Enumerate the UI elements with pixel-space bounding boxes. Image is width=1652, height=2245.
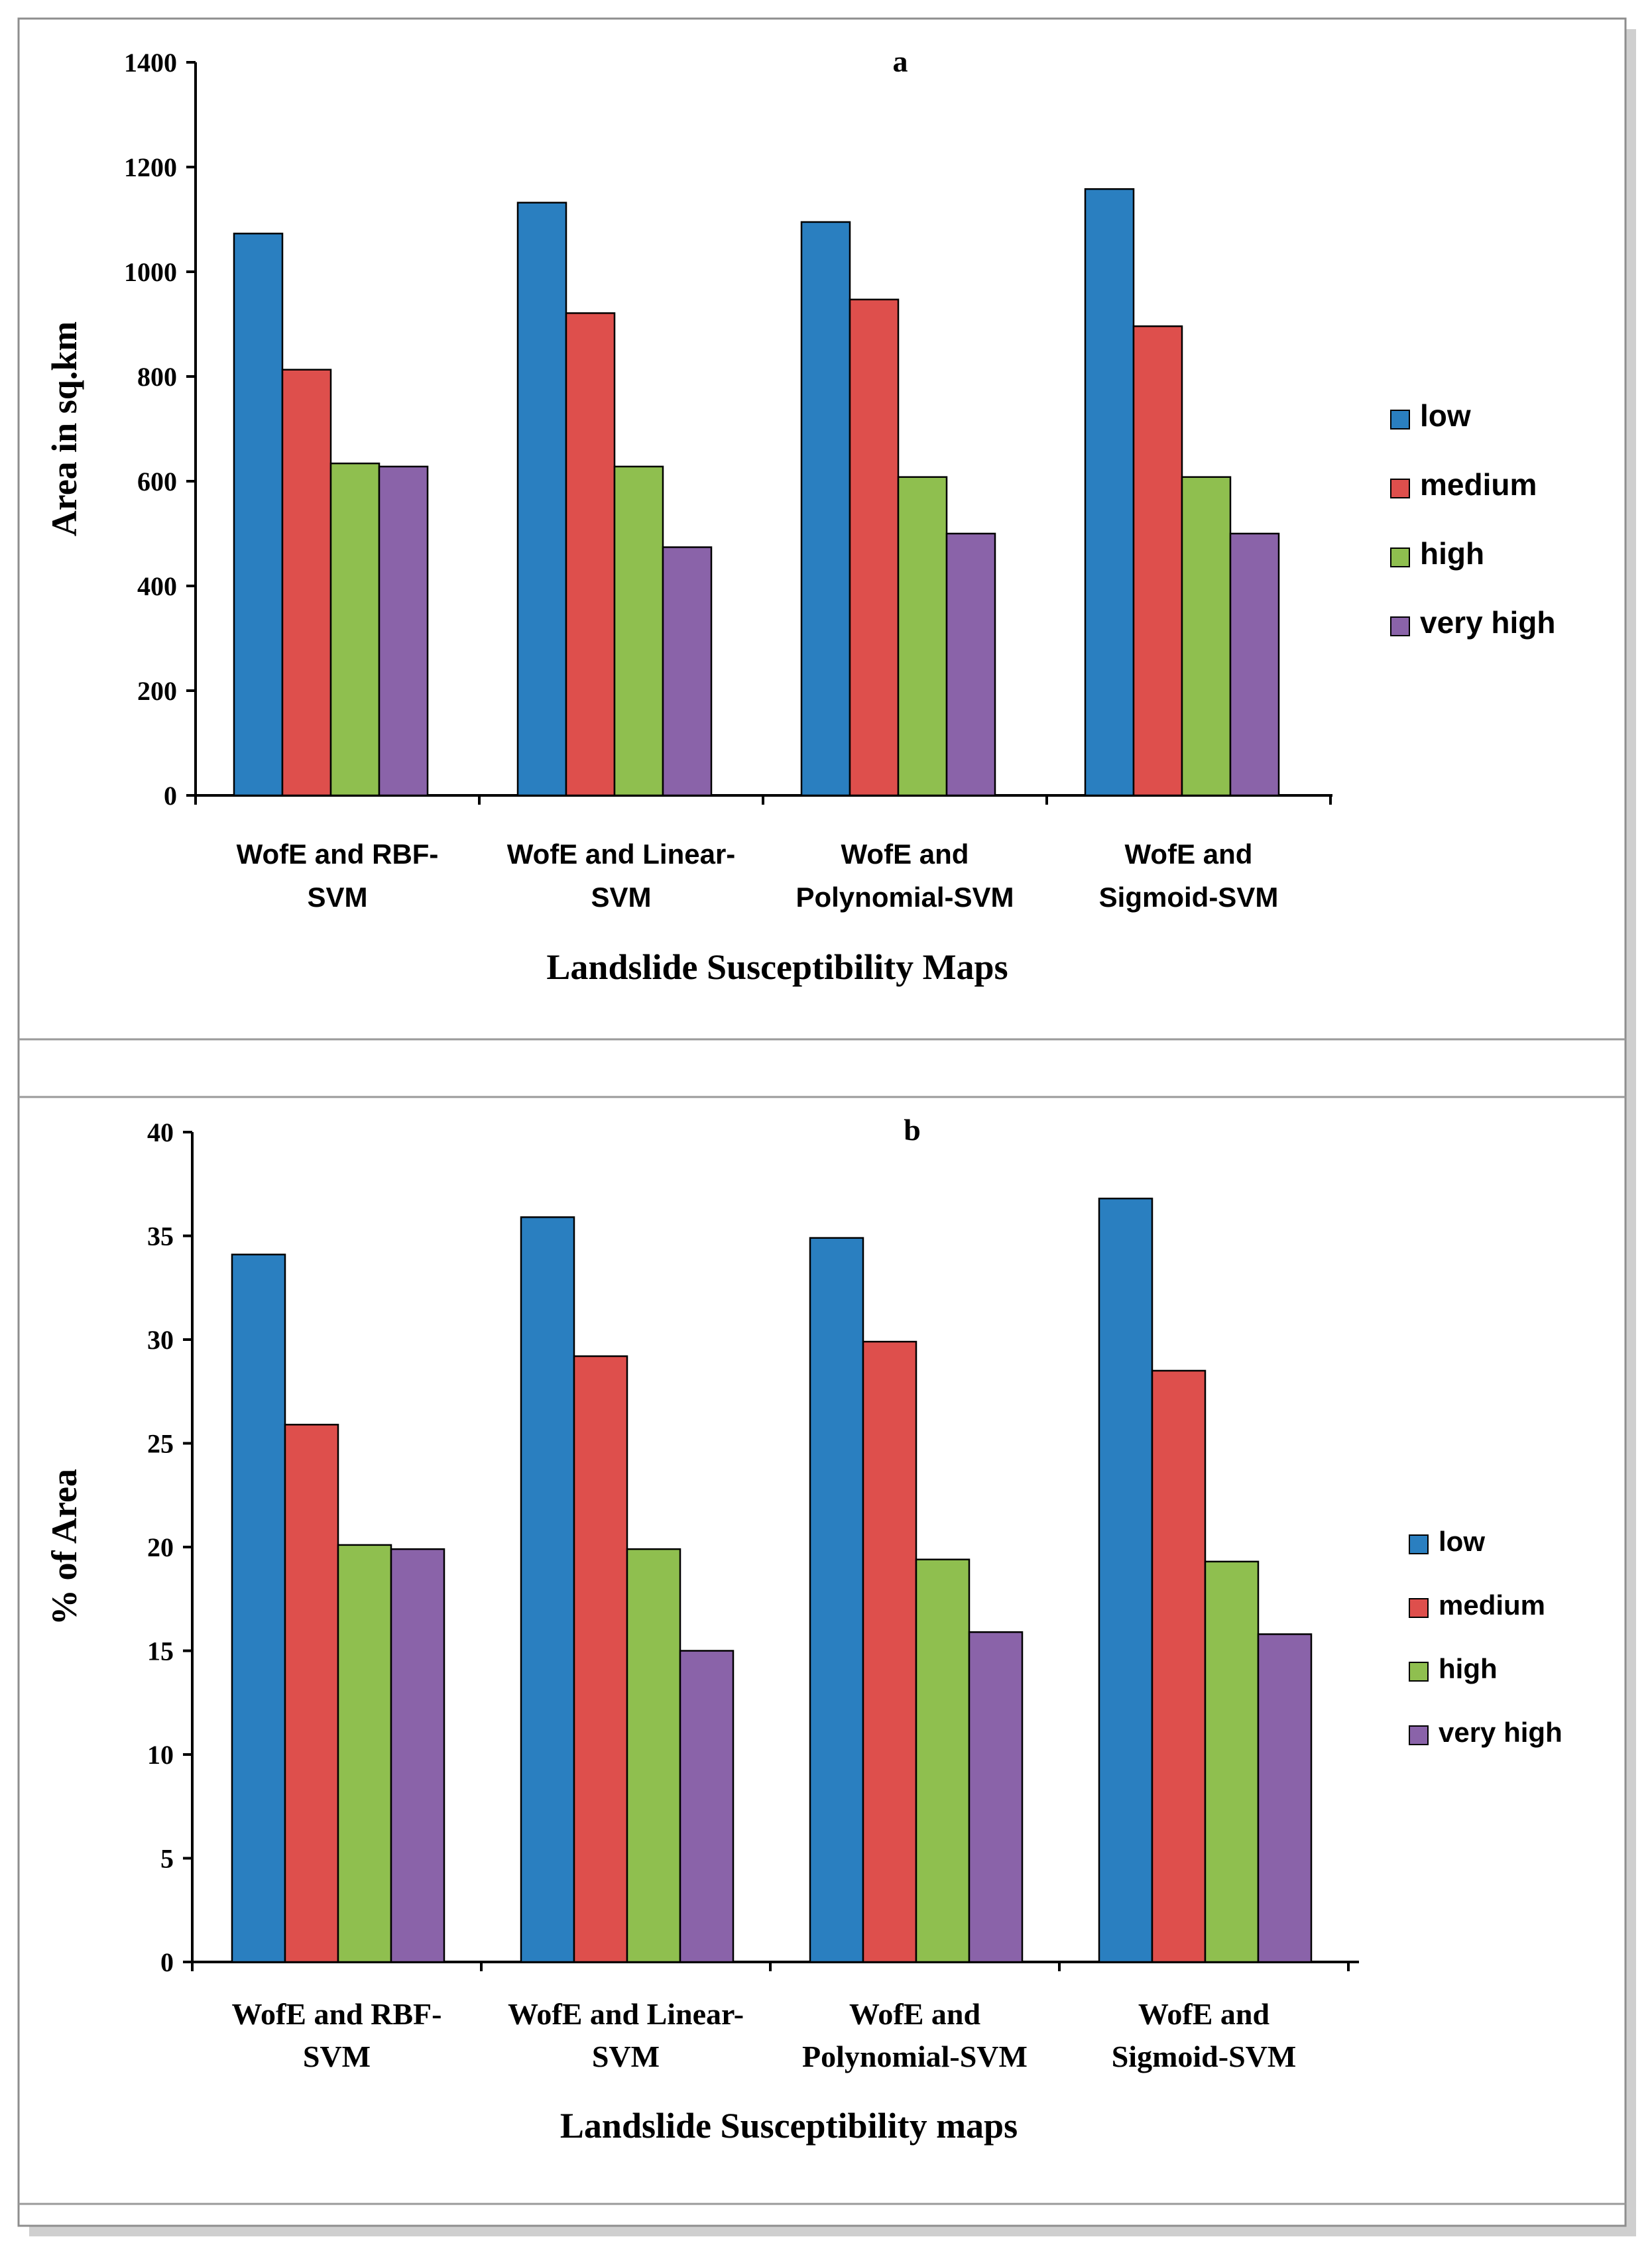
x-category-label: WofE and Linear- [508,1997,744,2031]
x-category-label: Polynomial-SVM [796,882,1014,913]
y-tick-label: 40 [147,1118,174,1147]
x-category-label: SVM [307,882,367,913]
bar-low [809,1237,864,1963]
bar-medium [1132,325,1183,797]
bar-medium [862,1340,917,1963]
x-category-label: WofE and RBF- [232,1997,442,2031]
y-tick-label: 600 [137,467,177,496]
y-tick-label: 400 [137,571,177,601]
y-tick-label: 30 [147,1325,174,1355]
y-tick-label: 35 [147,1222,174,1251]
x-category-label: WofE and [841,838,969,870]
bar-high [897,476,948,797]
bar-medium [1151,1369,1207,1963]
x-category-label: WofE and [1138,1997,1270,2031]
bar-very-high [378,465,429,797]
legend-label: low [1420,398,1471,433]
y-tick-label: 10 [147,1740,174,1770]
bar-high [329,462,381,797]
legend-swatch [1409,1662,1429,1682]
bar-high [1181,476,1232,797]
bar-medium [281,369,332,797]
x-category-label: WofE and Linear- [507,838,736,870]
bar-low [516,201,567,797]
y-tick-label: 1200 [124,152,177,182]
legend-label: medium [1420,467,1537,502]
bar-low [520,1216,575,1963]
chart-panel-b: 0 5 10 15 20 25 30 35 40 WofE and RBF- SVM WofE and… [44,1113,1563,2146]
chart-title: a [893,44,908,78]
legend-label: very high [1420,605,1556,640]
legend-label: high [1439,1653,1498,1684]
legend-swatch [1390,410,1410,430]
legend-label: low [1439,1526,1485,1557]
bar-low [1084,188,1135,797]
legend-swatch [1409,1534,1429,1554]
legend-swatch [1390,616,1410,636]
bar-high [626,1548,681,1963]
bar-high [915,1558,971,1963]
y-tick-label: 25 [147,1429,174,1459]
y-tick-label: 20 [147,1532,174,1562]
x-category-label: Sigmoid-SVM [1112,2040,1297,2073]
bar-medium [849,298,900,797]
x-category-label: WofE and [849,1997,981,2031]
bar-very-high [662,546,713,797]
legend-swatch [1409,1598,1429,1618]
bar-very-high [679,1650,735,1963]
y-tick-label: 5 [160,1844,174,1874]
bar-low [1098,1197,1153,1963]
bar-medium [284,1424,339,1963]
chart-title: b [904,1113,921,1147]
legend-label: high [1420,536,1484,571]
bar-low [800,221,851,797]
bar-high [613,465,664,797]
legend-label: very high [1439,1717,1563,1748]
bar-very-high [1229,532,1280,797]
bar-medium [573,1355,628,1963]
legend-swatch [1409,1725,1429,1745]
bar-low [233,233,284,797]
bar-very-high [945,532,996,797]
bar-very-high [390,1548,445,1963]
x-category-label: Sigmoid-SVM [1099,882,1279,913]
bar-high [1204,1560,1260,1963]
y-tick-label: 1000 [124,257,177,287]
chart-panel-a: 0 200 400 600 800 1000 1200 1400 WofE and RBF- SV… [44,44,1556,987]
legend: low medium high very high [1390,398,1556,640]
y-tick-label: 15 [147,1637,174,1666]
bar-medium [565,312,616,797]
y-tick-label: 200 [137,676,177,706]
x-axis-label: Landslide Susceptibility maps [560,2106,1018,2146]
y-tick-label: 1400 [124,48,177,78]
x-category-label: SVM [303,2040,371,2073]
x-category-label: SVM [591,882,651,913]
bar-low [231,1253,286,1963]
bar-high [337,1544,392,1963]
bar-very-high [968,1631,1024,1963]
x-axis-label: Landslide Susceptibility Maps [546,947,1008,987]
x-category-label: WofE and [1125,838,1253,870]
bar-very-high [1257,1633,1313,1963]
x-category-label: WofE and RBF- [237,838,439,870]
y-tick-label: 0 [164,781,177,811]
legend-swatch [1390,547,1410,567]
x-category-label: Polynomial-SVM [802,2040,1028,2073]
y-tick-label: 0 [160,1947,174,1977]
y-tick-label: 800 [137,362,177,392]
y-axis-label: % of Area [44,1469,84,1625]
legend-swatch [1390,479,1410,498]
legend: low medium high very high [1409,1526,1563,1748]
x-category-label: SVM [592,2040,660,2073]
legend-label: medium [1439,1589,1545,1621]
y-axis-label: Area in sq.km [44,321,84,537]
